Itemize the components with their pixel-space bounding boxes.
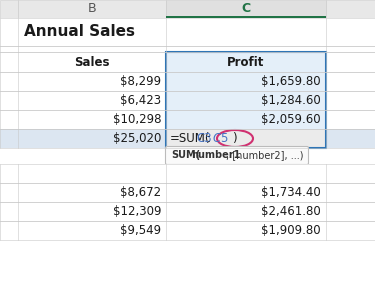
Bar — [0, 52, 375, 72]
Text: $1,909.80: $1,909.80 — [261, 224, 321, 237]
Bar — [166, 15, 326, 18]
Bar — [0, 110, 375, 129]
Text: $12,309: $12,309 — [112, 205, 161, 218]
Text: $8,672: $8,672 — [120, 186, 161, 199]
Text: :: : — [206, 132, 210, 145]
Text: $C$5: $C$5 — [211, 132, 228, 145]
Bar — [0, 18, 375, 46]
Bar — [18, 0, 166, 18]
Bar — [0, 72, 375, 91]
Bar — [166, 52, 326, 72]
Bar — [0, 221, 375, 240]
Text: $6,423: $6,423 — [120, 94, 161, 107]
Text: =SUM(: =SUM( — [170, 132, 210, 145]
Bar — [166, 52, 326, 148]
Text: $1,659.80: $1,659.80 — [261, 75, 321, 88]
Bar — [0, 202, 375, 221]
Text: $2,461.80: $2,461.80 — [261, 205, 321, 218]
FancyBboxPatch shape — [165, 146, 309, 164]
Bar — [166, 91, 326, 110]
Bar — [166, 72, 326, 91]
Text: B: B — [88, 3, 96, 15]
Bar — [0, 129, 375, 148]
Text: C: C — [242, 3, 250, 15]
Text: SUM(: SUM( — [171, 151, 200, 160]
Bar — [0, 46, 375, 52]
Text: ): ) — [232, 132, 237, 145]
Text: $1,734.40: $1,734.40 — [261, 186, 321, 199]
Bar — [0, 0, 18, 18]
Text: $25,020: $25,020 — [112, 132, 161, 145]
Text: Sales: Sales — [74, 56, 110, 69]
Bar — [0, 183, 375, 202]
Text: C3: C3 — [196, 132, 211, 145]
Text: $9,549: $9,549 — [120, 224, 161, 237]
Text: number1: number1 — [191, 151, 240, 160]
Bar — [166, 0, 326, 18]
Text: Profit: Profit — [227, 56, 265, 69]
Bar — [166, 110, 326, 129]
Text: Annual Sales: Annual Sales — [24, 24, 135, 40]
Bar — [0, 91, 375, 110]
Text: $1,284.60: $1,284.60 — [261, 94, 321, 107]
Bar — [166, 129, 326, 148]
Text: $10,298: $10,298 — [112, 113, 161, 126]
Bar — [326, 0, 375, 18]
Text: , [number2], ...): , [number2], ...) — [226, 151, 303, 160]
Text: $8,299: $8,299 — [120, 75, 161, 88]
Bar — [0, 164, 375, 183]
Text: $2,059.60: $2,059.60 — [261, 113, 321, 126]
